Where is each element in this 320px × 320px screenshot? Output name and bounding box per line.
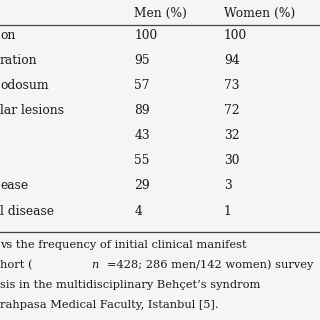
Text: vs the frequency of initial clinical manifest: vs the frequency of initial clinical man… — [0, 240, 247, 250]
Text: 30: 30 — [224, 154, 239, 167]
Text: 55: 55 — [134, 154, 150, 167]
Text: Men (%): Men (%) — [134, 7, 187, 20]
Text: Women (%): Women (%) — [224, 7, 295, 20]
Text: l disease: l disease — [0, 204, 54, 218]
Text: on: on — [0, 29, 15, 42]
Text: ration: ration — [0, 54, 38, 67]
Text: 73: 73 — [224, 79, 239, 92]
Text: 100: 100 — [134, 29, 158, 42]
Text: 1: 1 — [224, 204, 232, 218]
Text: 89: 89 — [134, 104, 150, 117]
Text: 94: 94 — [224, 54, 240, 67]
Text: odosum: odosum — [0, 79, 49, 92]
Text: 3: 3 — [224, 180, 232, 192]
Text: 43: 43 — [134, 129, 150, 142]
Text: ease: ease — [0, 180, 28, 192]
Text: 57: 57 — [134, 79, 150, 92]
Text: hort (: hort ( — [0, 260, 33, 270]
Text: 95: 95 — [134, 54, 150, 67]
Text: lar lesions: lar lesions — [0, 104, 64, 117]
Text: 4: 4 — [134, 204, 142, 218]
Text: 72: 72 — [224, 104, 240, 117]
Text: 100: 100 — [224, 29, 247, 42]
Text: n: n — [91, 260, 99, 270]
Text: 32: 32 — [224, 129, 240, 142]
Text: =428; 286 men/142 women) survey: =428; 286 men/142 women) survey — [107, 260, 313, 270]
Text: sis in the multidisciplinary Behçet’s syndrom: sis in the multidisciplinary Behçet’s sy… — [0, 280, 260, 290]
Text: rahpasa Medical Faculty, Istanbul [5].: rahpasa Medical Faculty, Istanbul [5]. — [0, 300, 219, 310]
Text: 29: 29 — [134, 180, 150, 192]
